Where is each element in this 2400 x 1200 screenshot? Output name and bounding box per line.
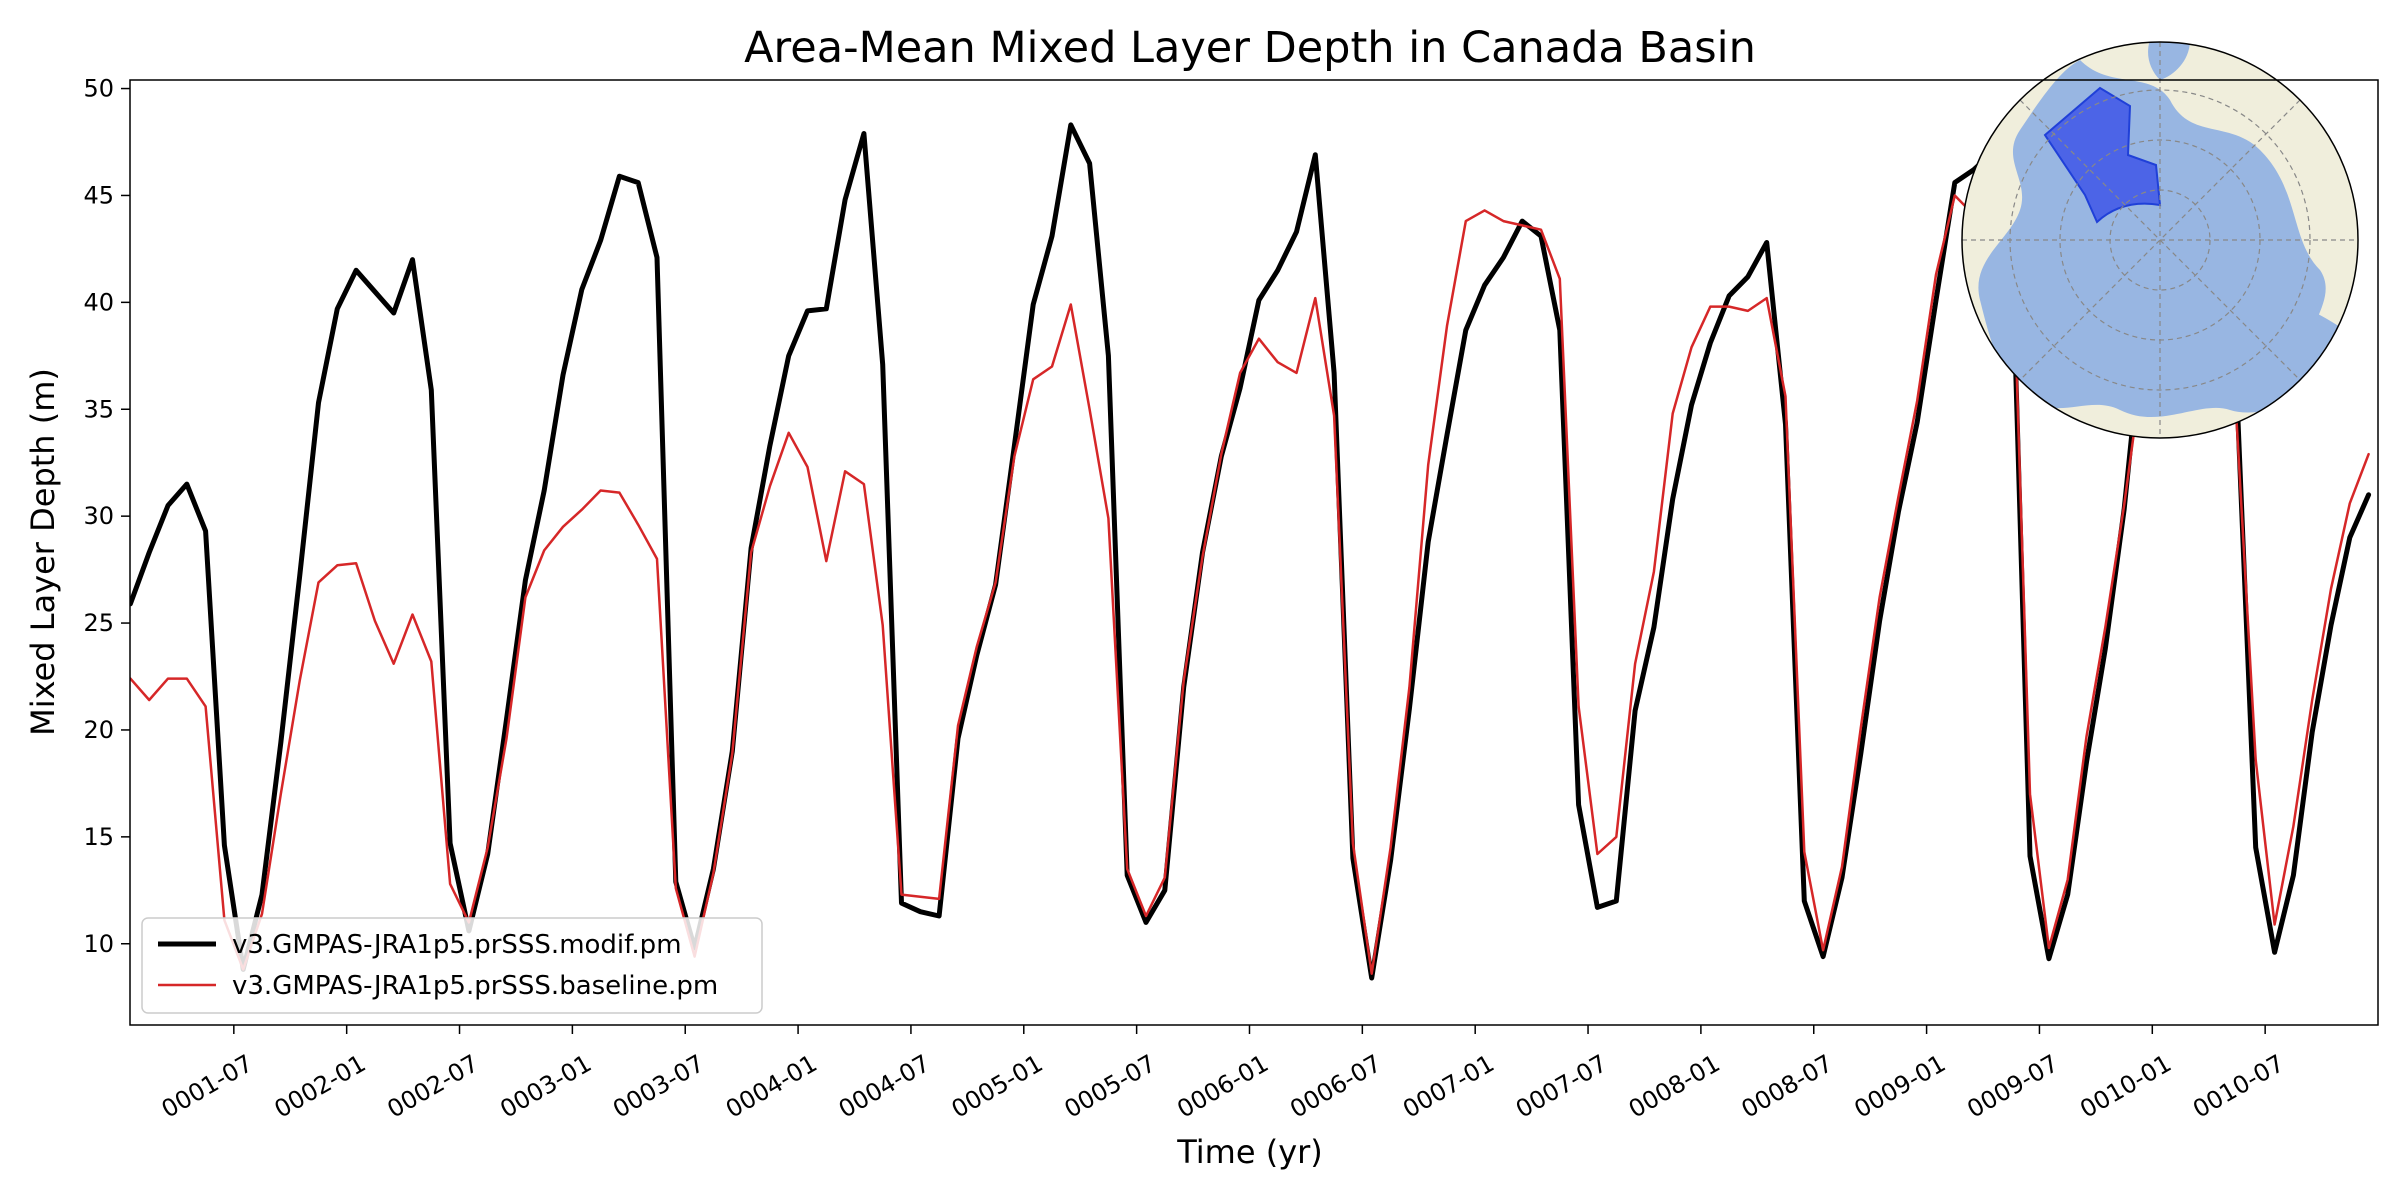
y-tick-label: 20 bbox=[83, 716, 114, 744]
y-tick-label: 40 bbox=[83, 288, 114, 316]
y-tick-label: 45 bbox=[83, 181, 114, 209]
y-tick-label: 25 bbox=[83, 609, 114, 637]
globe-outline bbox=[1961, 41, 2359, 439]
y-tick-label: 10 bbox=[83, 930, 114, 958]
y-axis-ticks: 10 15 20 25 30 35 40 45 50 bbox=[83, 75, 130, 958]
y-tick-label: 50 bbox=[83, 75, 114, 103]
pacific-ocean-shape bbox=[2148, 42, 2190, 80]
legend: v3.GMPAS-JRA1p5.prSSS.modif.pm v3.GMPAS-… bbox=[141, 917, 763, 1014]
x-axis-label: Time (yr) bbox=[1176, 1133, 1323, 1171]
y-tick-label: 15 bbox=[83, 823, 114, 851]
legend-label-baseline: v3.GMPAS-JRA1p5.prSSS.baseline.pm bbox=[232, 971, 718, 1001]
y-tick-label: 35 bbox=[83, 395, 114, 423]
canada-basin-region bbox=[2043, 86, 2162, 224]
y-tick-label: 30 bbox=[83, 502, 114, 530]
legend-label-modif: v3.GMPAS-JRA1p5.prSSS.modif.pm bbox=[232, 930, 682, 960]
inset-arctic-map bbox=[1961, 41, 2359, 439]
legend-box bbox=[141, 917, 763, 1014]
y-axis-label: Mixed Layer Depth (m) bbox=[24, 368, 62, 736]
graticule bbox=[1962, 42, 2358, 438]
chart-title: Area-Mean Mixed Layer Depth in Canada Ba… bbox=[744, 23, 1756, 73]
plot-frame bbox=[129, 79, 2379, 1026]
